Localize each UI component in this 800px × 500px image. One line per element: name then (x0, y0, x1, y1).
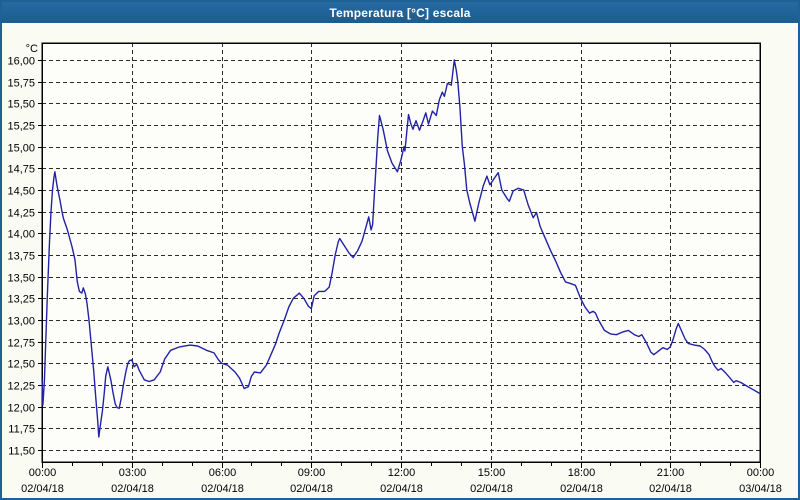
y-tick-label: 14,00 (7, 229, 35, 241)
axis-labels: °C16,00 15,75 15,50 15,25 15,00 14,75 14,50 14,… (7, 43, 781, 495)
y-tick-label: 14,75 (7, 164, 35, 176)
y-tick-label: 14,50 (7, 186, 35, 198)
y-tick-label: 13,50 (7, 273, 35, 285)
y-tick-label: 12,50 (7, 359, 35, 371)
x-tick-time-label: 12:00 (388, 467, 416, 479)
x-tick-date-label: 02/04/18 (290, 483, 333, 495)
temperature-line (41, 59, 761, 438)
y-tick-label: 15,00 (7, 143, 35, 155)
x-tick-time-label: 18:00 (568, 467, 596, 479)
chart-title: Temperatura [°C] escala (329, 5, 471, 20)
y-tick-label: 12,25 (7, 381, 35, 393)
plot-border (41, 42, 761, 463)
x-tick-time-label: 00:00 (747, 467, 775, 479)
x-tick-time-label: 06:00 (209, 467, 237, 479)
x-tick-time-label: 00:00 (29, 467, 57, 479)
x-tick-date-label: 02/04/18 (380, 483, 423, 495)
plot-background (42, 43, 760, 462)
x-tick-date-label: 02/04/18 (21, 483, 64, 495)
chart-area: °C 16,00 15,75 15,50 15,25 15,00 14,75 14,50 14,… (2, 23, 798, 498)
y-tick-label: 11,75 (8, 424, 35, 436)
y-tick-label: 13,00 (7, 316, 35, 328)
x-tick-time-label: 15:00 (478, 467, 506, 479)
x-tick-date-label: 02/04/18 (560, 483, 603, 495)
y-tick-label: 14,25 (7, 208, 35, 220)
y-axis-unit-label: °C (26, 43, 38, 55)
grid-lines (42, 43, 760, 462)
x-tick-time-label: 21:00 (657, 467, 685, 479)
y-tick-label: 12,00 (7, 403, 35, 415)
title-bar: Temperatura [°C] escala (2, 2, 798, 23)
temperature-chart: °C16,00 15,75 15,50 15,25 15,00 14,75 14,50 14,… (2, 23, 798, 498)
y-tick-label: 11,50 (8, 446, 35, 458)
x-tick-date-label: 02/04/18 (649, 483, 692, 495)
y-tick-label: 15,25 (7, 121, 35, 133)
x-tick-date-label: 02/04/18 (111, 483, 154, 495)
x-tick-date-label: 02/04/18 (470, 483, 513, 495)
y-tick-label: 16,00 (7, 56, 35, 68)
x-tick-time-label: 03:00 (119, 467, 147, 479)
y-tick-label: 15,75 (7, 78, 35, 90)
x-tick-date-label: 02/04/18 (201, 483, 244, 495)
x-tick-date-label: 03/04/18 (739, 483, 782, 495)
y-tick-label: 13,25 (7, 294, 35, 306)
y-tick-label: 15,50 (7, 99, 35, 111)
y-tick-label: 13,75 (7, 251, 35, 263)
x-tick-time-label: 09:00 (298, 467, 326, 479)
y-tick-label: 12,75 (7, 338, 35, 350)
